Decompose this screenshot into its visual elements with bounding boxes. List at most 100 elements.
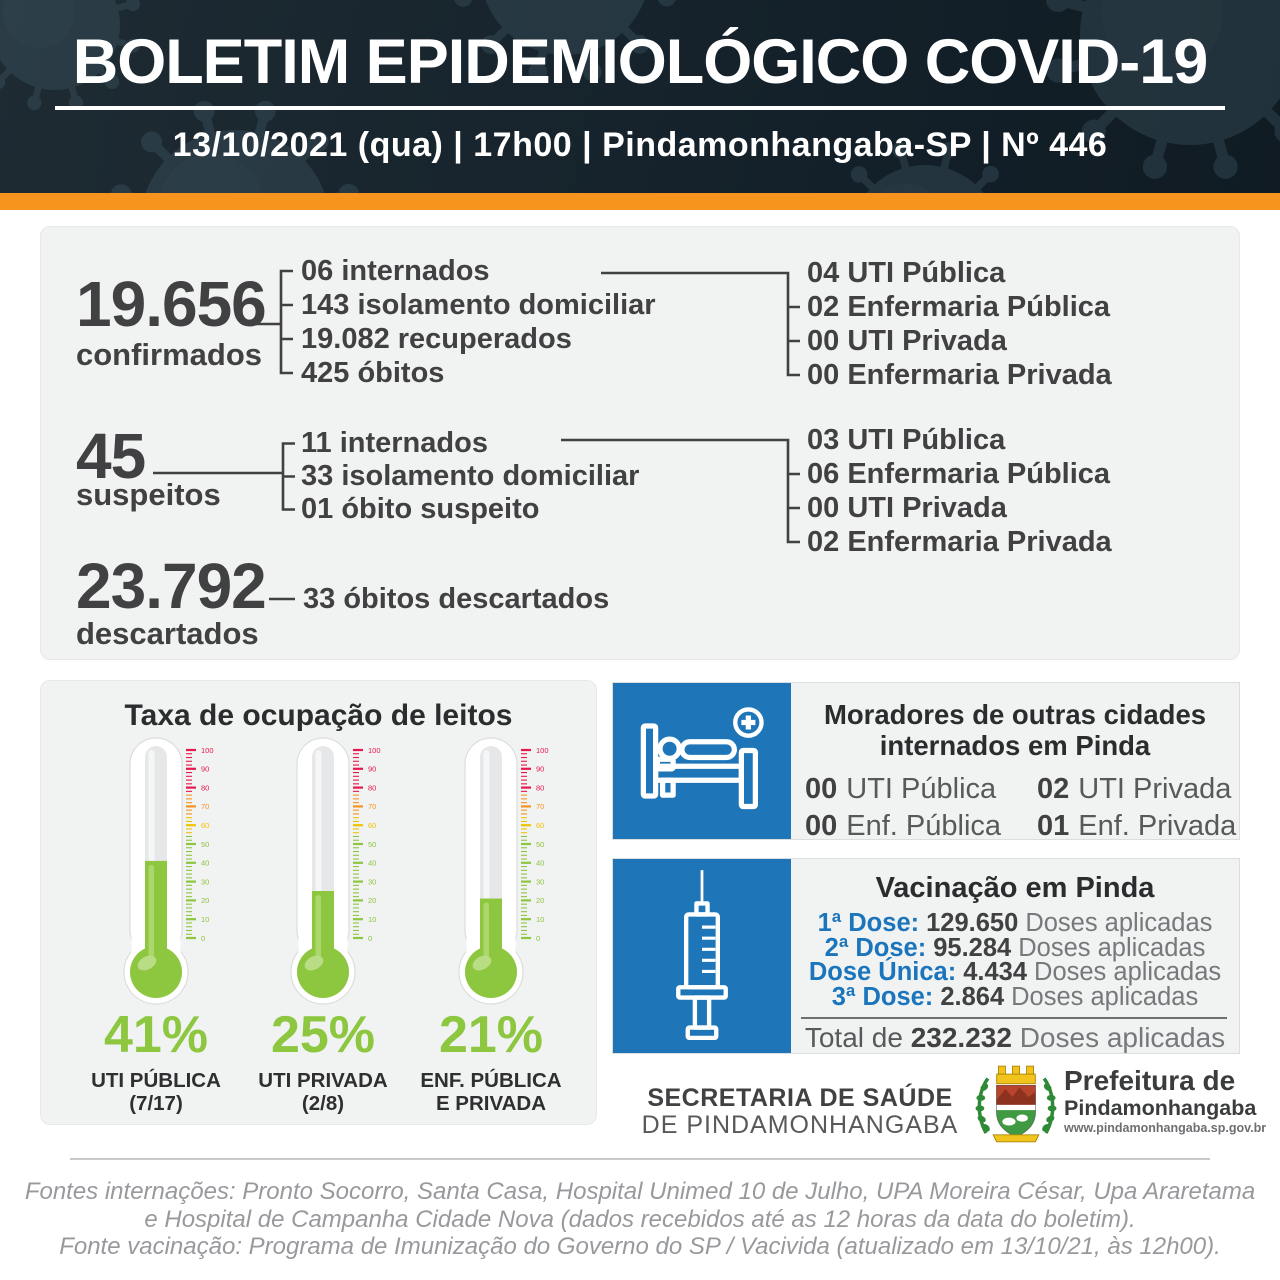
list-item: 04 UTI Pública [807,257,1006,289]
svg-text:70: 70 [201,802,209,811]
outside-residents-grid: 00 UTI Pública 02 UTI Privada 00 Enf. Públi… [791,771,1239,845]
thermometer-gauge: 0 10 20 30 40 50 60 70 80 90 100 [458,737,549,1005]
svg-text:30: 30 [536,877,544,886]
svg-text:10: 10 [536,915,544,924]
discarded-total: 23.792 [76,550,267,622]
thermometer-uti-publica: 0 10 20 30 40 50 60 70 80 90 100 41% UTI PÚBLICA (… [76,736,236,1115]
svg-text:90: 90 [201,765,209,774]
thermometer-gauge: 0 10 20 30 40 50 60 70 80 90 100 [123,737,214,1005]
vaccination-total: Total de 232.232 Doses aplicadas [804,1022,1226,1053]
occupancy-category: UTI PÚBLICA (7/17) [91,1069,221,1115]
bracket-connector-lines [153,269,800,601]
svg-text:0: 0 [368,934,372,943]
svg-text:90: 90 [368,765,376,774]
svg-text:50: 50 [536,840,544,849]
svg-text:0: 0 [201,934,205,943]
svg-text:100: 100 [368,746,381,755]
syringe-icon [676,870,728,1041]
list-item: 00 UTI Privada [807,492,1007,524]
thermometer-gauge: 0 10 20 30 40 50 60 70 80 90 100 [290,737,381,1005]
title-divider [55,106,1225,110]
stat-cell: 01 Enf. Privada [1037,810,1237,842]
occupancy-category: UTI PRIVADA (2/8) [258,1069,388,1115]
occupancy-percent: 25% [270,1006,376,1064]
list-item: 19.082 recuperados [301,323,572,355]
svg-text:60: 60 [536,821,544,830]
vaccination-title: Vacinação em Pinda [875,872,1155,904]
list-item: 06 Enfermaria Pública [807,458,1111,490]
svg-text:60: 60 [368,821,376,830]
suspected-label: suspeitos [76,477,221,512]
svg-text:20: 20 [368,896,376,905]
confirmed-total: 19.656 [76,268,267,340]
dose-row: 1ª Dose: 129.650 Doses aplicadas [817,909,1213,937]
list-item: 33 isolamento domiciliar [301,460,640,492]
dose-row: Dose Única: 4.434 Doses aplicadas [808,958,1222,986]
svg-text:10: 10 [368,915,376,924]
list-item: 06 internados [301,255,490,287]
svg-text:30: 30 [368,877,376,886]
list-item: 11 internados [301,427,488,459]
thermometer-uti-privada: 0 10 20 30 40 50 60 70 80 90 100 25% UTI PRIVADA (… [243,736,403,1115]
dose-row: 3ª Dose: 2.864 Doses aplicadas [831,982,1199,1011]
occupancy-percent: 21% [438,1006,544,1064]
data-sources-note: Fontes internações: Pronto Socorro, Sant… [24,1178,1256,1260]
hospital-bed-icon-box [613,683,791,839]
syringe-icon-box [613,859,791,1053]
list-item: 00 Enfermaria Privada [807,359,1112,391]
stat-cell: 00 UTI Pública [805,773,997,805]
total-divider [801,1017,1227,1019]
confirmed-breakdown-list: 06 internados 143 isolamento domiciliar … [301,254,656,390]
city-hall-logo-text: Prefeitura de Pindamonhangaba www.pindam… [1064,1065,1267,1136]
svg-text:100: 100 [536,746,549,755]
orange-accent-bar [0,193,1280,210]
svg-text:50: 50 [201,840,209,849]
vaccination-doses: 1ª Dose: 129.650 Doses aplicadas 2ª Dose: 9… [791,909,1239,1011]
list-item: 03 UTI Pública [807,424,1006,456]
suspected-hospital-list: 03 UTI Pública 06 Enfermaria Pública 00 … [807,423,1112,559]
svg-text:20: 20 [536,896,544,905]
svg-text:10: 10 [201,915,209,924]
page-subtitle: 13/10/2021 (qua) | 17h00 | Pindamonhanga… [172,126,1108,164]
svg-text:20: 20 [201,896,209,905]
list-item: 01 óbito suspeito [301,493,540,525]
occupancy-percent: 41% [103,1006,209,1064]
stat-cell: 02 UTI Privada [1037,773,1232,805]
discarded-label: descartados [76,616,259,651]
stat-cell: 00 Enf. Pública [805,810,1002,842]
svg-text:70: 70 [368,802,376,811]
header-banner: BOLETIM EPIDEMIOLÓGICO COVID-19 13/10/20… [0,0,1280,193]
page-title: BOLETIM EPIDEMIOLÓGICO COVID-19 [72,27,1209,97]
city-coat-of-arms [975,1065,1057,1143]
svg-text:40: 40 [368,859,376,868]
bed-occupancy-panel: Taxa de ocupação de leitos 0 10 20 30 40 50 60… [40,680,597,1125]
outside-residents-title: Moradores de outras cidades internados e… [823,699,1207,761]
list-item: 33 óbitos descartados [303,583,610,615]
svg-text:50: 50 [368,840,376,849]
vaccination-panel: Vacinação em Pinda 1ª Dose: 129.650 Doses … [612,858,1240,1054]
list-item: 02 Enfermaria Pública [807,291,1111,323]
dose-row: 2ª Dose: 95.284 Doses aplicadas [824,933,1206,962]
occupancy-title: Taxa de ocupação de leitos [124,699,513,732]
city-hall-url: www.pindamonhangaba.sp.gov.br [1064,1121,1267,1135]
suspected-total: 45 [76,420,146,492]
svg-text:70: 70 [536,802,544,811]
occupancy-category: ENF. PÚBLICA E PRIVADA [420,1069,562,1115]
confirmed-label: confirmados [76,337,263,372]
hospital-bed-icon [640,707,764,810]
list-item: 143 isolamento domiciliar [301,289,656,321]
vaccination-content: Vacinação em Pinda 1ª Dose: 129.650 Doses … [791,859,1239,1053]
footer-divider [70,1158,1210,1160]
health-secretary-signature: SECRETARIA DE SAÚDE DE PINDAMONHANGABA [641,1084,959,1139]
cases-summary-panel: 19.656 confirmados 06 internados 143 iso… [40,226,1240,660]
confirmed-hospital-list: 04 UTI Pública 02 Enfermaria Pública 00 … [807,256,1112,392]
svg-text:100: 100 [201,746,214,755]
svg-text:80: 80 [368,783,376,792]
svg-text:90: 90 [536,765,544,774]
list-item: 425 óbitos [301,357,445,389]
suspected-breakdown-list: 11 internados 33 isolamento domiciliar 0… [301,427,639,526]
discarded-note: 33 óbitos descartados [303,582,609,616]
svg-text:40: 40 [201,859,209,868]
svg-text:30: 30 [201,877,209,886]
